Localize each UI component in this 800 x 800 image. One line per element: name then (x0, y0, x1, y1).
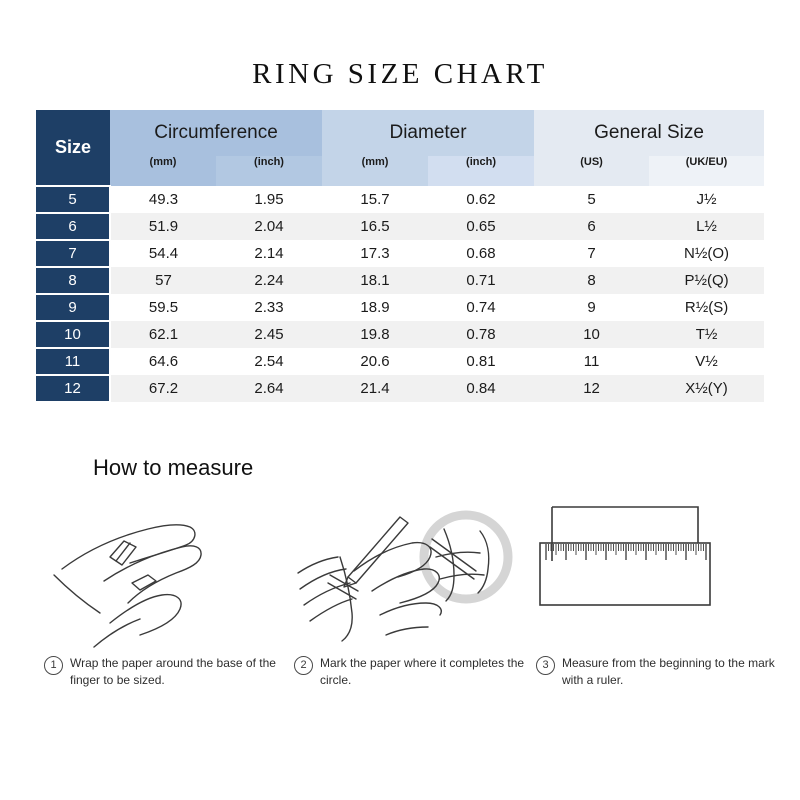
cell-diameter-inch: 0.71 (428, 267, 535, 294)
cell-general-us: 7 (534, 240, 650, 267)
step-2-text: Mark the paper where it completes the ci… (320, 656, 525, 687)
table-header: Size Circumference Diameter General Size… (36, 110, 765, 187)
hand-with-paper-strip-icon (53, 524, 202, 648)
cell-circumference-inch: 2.14 (216, 240, 323, 267)
cell-circumference-inch: 2.45 (216, 321, 323, 348)
step-1-caption: 1 Wrap the paper around the base of the … (44, 655, 289, 689)
cell-general-us: 5 (534, 186, 650, 213)
table-row: 12 67.2 2.64 21.4 0.84 12 X½(Y) (36, 375, 765, 403)
cell-size: 10 (36, 321, 111, 349)
cell-circumference-inch: 2.24 (216, 267, 323, 294)
table-row: 5 49.3 1.95 15.7 0.62 5 J½ (36, 186, 765, 214)
cell-circumference-mm: 49.3 (110, 186, 216, 213)
table-row: 8 57 2.24 18.1 0.71 8 P½(Q) (36, 267, 765, 295)
header-diameter-mm: (mm) (322, 156, 429, 186)
cell-size: 12 (36, 375, 111, 403)
cell-circumference-mm: 67.2 (110, 375, 216, 402)
how-to-measure-steps: 1 Wrap the paper around the base of the … (36, 495, 776, 710)
step-3-number: 3 (536, 656, 555, 675)
step-2-caption: 2 Mark the paper where it completes the … (294, 655, 539, 689)
cell-circumference-mm: 51.9 (110, 213, 216, 240)
cell-general-ukeu: P½(Q) (649, 267, 765, 294)
cell-diameter-mm: 17.3 (322, 240, 429, 267)
cell-general-us: 12 (534, 375, 650, 402)
table-row: 9 59.5 2.33 18.9 0.74 9 R½(S) (36, 294, 765, 322)
cell-diameter-mm: 16.5 (322, 213, 429, 240)
cell-circumference-mm: 57 (110, 267, 216, 294)
ring-size-table: Size Circumference Diameter General Size… (36, 110, 765, 403)
table-row: 7 54.4 2.14 17.3 0.68 7 N½(O) (36, 240, 765, 268)
cell-size: 9 (36, 294, 111, 322)
header-diameter: Diameter (322, 110, 535, 156)
measure-step-2: 2 Mark the paper where it completes the … (294, 495, 534, 710)
measure-step-1: 1 Wrap the paper around the base of the … (44, 495, 284, 710)
cell-size: 5 (36, 186, 111, 214)
header-circumference-inch: (inch) (216, 156, 323, 186)
cell-diameter-inch: 0.78 (428, 321, 535, 348)
cell-general-us: 9 (534, 294, 650, 321)
how-to-measure-heading: How to measure (93, 455, 254, 480)
cell-general-ukeu: N½(O) (649, 240, 765, 267)
cell-circumference-mm: 62.1 (110, 321, 216, 348)
cell-diameter-mm: 21.4 (322, 375, 429, 402)
cell-diameter-inch: 0.74 (428, 294, 535, 321)
cell-circumference-inch: 2.54 (216, 348, 323, 375)
cell-general-us: 6 (534, 213, 650, 240)
table-row: 10 62.1 2.45 19.8 0.78 10 T½ (36, 321, 765, 349)
cell-general-us: 10 (534, 321, 650, 348)
cell-diameter-inch: 0.62 (428, 186, 535, 213)
cell-diameter-mm: 19.8 (322, 321, 429, 348)
cell-size: 8 (36, 267, 111, 295)
cell-size: 6 (36, 213, 111, 241)
cell-size: 11 (36, 348, 111, 376)
cell-diameter-mm: 15.7 (322, 186, 429, 213)
measure-step-3: 3 Measure from the beginning to the mark… (536, 495, 776, 710)
cell-general-ukeu: R½(S) (649, 294, 765, 321)
cell-diameter-mm: 20.6 (322, 348, 429, 375)
ruler-measuring-paper-icon (539, 506, 711, 606)
header-circumference-mm: (mm) (110, 156, 216, 186)
cell-circumference-mm: 54.4 (110, 240, 216, 267)
cell-general-ukeu: X½(Y) (649, 375, 765, 402)
cell-diameter-mm: 18.9 (322, 294, 429, 321)
table-row: 6 51.9 2.04 16.5 0.65 6 L½ (36, 213, 765, 241)
cell-circumference-mm: 64.6 (110, 348, 216, 375)
cell-diameter-inch: 0.68 (428, 240, 535, 267)
cell-general-ukeu: T½ (649, 321, 765, 348)
header-circumference: Circumference (110, 110, 323, 156)
table-body: 5 49.3 1.95 15.7 0.62 5 J½ 6 51.9 2.04 16.5 0.65 6 L½… (36, 186, 765, 403)
size-table-container: Size Circumference Diameter General Size… (36, 110, 765, 403)
header-diameter-inch: (inch) (428, 156, 535, 186)
cell-circumference-mm: 59.5 (110, 294, 216, 321)
page-title: RING SIZE CHART (252, 58, 548, 90)
header-general-ukeu: (UK/EU) (649, 156, 765, 186)
cell-diameter-inch: 0.81 (428, 348, 535, 375)
cell-size: 7 (36, 240, 111, 268)
cell-general-ukeu: J½ (649, 186, 765, 213)
cell-general-ukeu: V½ (649, 348, 765, 375)
hand-marking-paper-with-pen-icon (297, 510, 513, 642)
header-general-us: (US) (534, 156, 650, 186)
cell-general-us: 8 (534, 267, 650, 294)
cell-diameter-mm: 18.1 (322, 267, 429, 294)
step-1-text: Wrap the paper around the base of the fi… (70, 656, 276, 687)
header-general-size: General Size (534, 110, 765, 156)
cell-diameter-inch: 0.84 (428, 375, 535, 402)
cell-circumference-inch: 2.04 (216, 213, 323, 240)
cell-circumference-inch: 1.95 (216, 186, 323, 213)
header-size: Size (36, 110, 110, 187)
step-2-number: 2 (294, 656, 313, 675)
step-3-caption: 3 Measure from the beginning to the mark… (536, 655, 781, 689)
cell-circumference-inch: 2.33 (216, 294, 323, 321)
step-1-number: 1 (44, 656, 63, 675)
cell-general-ukeu: L½ (649, 213, 765, 240)
cell-circumference-inch: 2.64 (216, 375, 323, 402)
step-3-text: Measure from the beginning to the mark w… (562, 656, 775, 687)
cell-general-us: 11 (534, 348, 650, 375)
cell-diameter-inch: 0.65 (428, 213, 535, 240)
table-row: 11 64.6 2.54 20.6 0.81 11 V½ (36, 348, 765, 376)
